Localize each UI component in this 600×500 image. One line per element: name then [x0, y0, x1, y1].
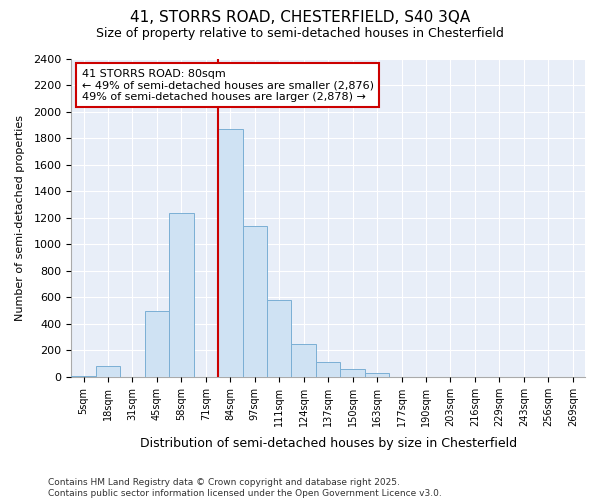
- Text: 41 STORRS ROAD: 80sqm
← 49% of semi-detached houses are smaller (2,876)
49% of s: 41 STORRS ROAD: 80sqm ← 49% of semi-deta…: [82, 68, 374, 102]
- Bar: [96, 366, 120, 377]
- Bar: [316, 362, 340, 377]
- Bar: [267, 300, 292, 377]
- Bar: [145, 310, 169, 377]
- Y-axis label: Number of semi-detached properties: Number of semi-detached properties: [15, 115, 25, 321]
- Text: Contains HM Land Registry data © Crown copyright and database right 2025.
Contai: Contains HM Land Registry data © Crown c…: [48, 478, 442, 498]
- Bar: [242, 226, 267, 377]
- Bar: [218, 129, 242, 377]
- Bar: [365, 373, 389, 377]
- Text: 41, STORRS ROAD, CHESTERFIELD, S40 3QA: 41, STORRS ROAD, CHESTERFIELD, S40 3QA: [130, 10, 470, 25]
- Bar: [71, 376, 96, 377]
- X-axis label: Distribution of semi-detached houses by size in Chesterfield: Distribution of semi-detached houses by …: [140, 437, 517, 450]
- Bar: [169, 212, 194, 377]
- Text: Size of property relative to semi-detached houses in Chesterfield: Size of property relative to semi-detach…: [96, 28, 504, 40]
- Bar: [340, 369, 365, 377]
- Bar: [292, 344, 316, 377]
